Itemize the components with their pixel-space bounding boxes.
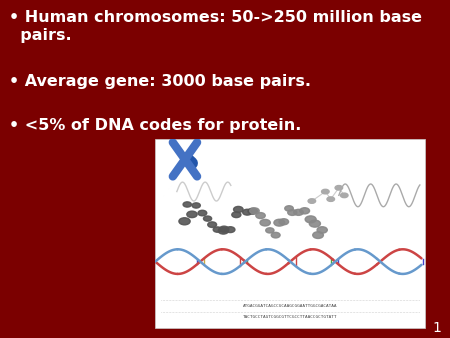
Text: • Average gene: 3000 base pairs.: • Average gene: 3000 base pairs. <box>9 74 311 89</box>
Text: • Human chromosomes: 50->250 million base
  pairs.: • Human chromosomes: 50->250 million bas… <box>9 10 422 43</box>
Text: • <5% of DNA codes for protein.: • <5% of DNA codes for protein. <box>9 118 302 133</box>
FancyBboxPatch shape <box>155 139 425 328</box>
Text: 1: 1 <box>432 321 441 335</box>
